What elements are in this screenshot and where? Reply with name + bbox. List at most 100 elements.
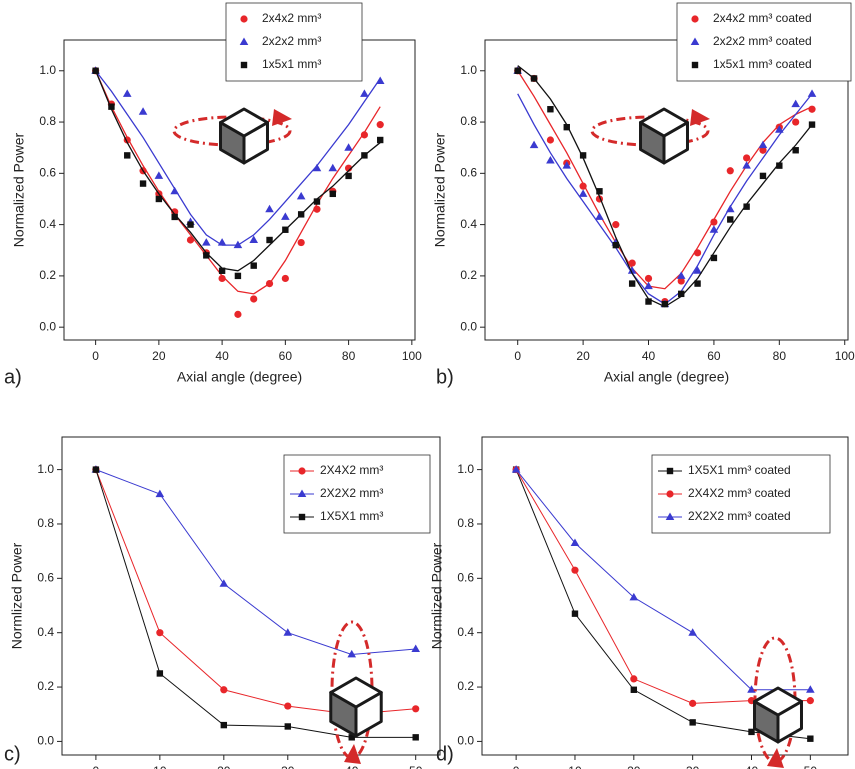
rotation-arrow <box>344 744 361 764</box>
data-point <box>203 252 210 259</box>
data-point <box>217 238 227 246</box>
legend: 1X5X1 mm³ coated 2X4X2 mm³ coated 2X2X2 mm… <box>651 454 831 534</box>
data-point <box>375 76 385 85</box>
panel-letter: b) <box>436 366 454 388</box>
data-point <box>628 259 636 267</box>
data-point <box>725 204 735 213</box>
data-point <box>511 465 521 473</box>
data-point <box>579 182 587 190</box>
rotation-arrow <box>767 748 784 768</box>
y-tick-label: 0.4 <box>37 625 54 639</box>
data-point <box>758 140 768 149</box>
x-tick-label: 50 <box>804 764 818 769</box>
x-tick-label: 0 <box>514 349 521 363</box>
y-tick-label: 0.4 <box>39 217 56 231</box>
y-tick-label: 0.4 <box>457 625 474 639</box>
x-tick-label: 50 <box>409 764 423 769</box>
data-point <box>688 628 697 636</box>
legend-label: 2X4X2 mm³ <box>320 463 383 477</box>
data-point <box>630 675 638 683</box>
x-tick-label: 0 <box>93 764 100 769</box>
data-point <box>546 156 555 164</box>
data-point <box>155 195 163 203</box>
data-point <box>284 702 292 710</box>
data-point <box>329 190 336 198</box>
rotation-arrow <box>272 109 292 126</box>
x-tick-label: 100 <box>835 349 855 363</box>
panel: 0 20 40 60 80 100 0.0 0.2 0.4 0.6 0.8 1.0 Axial angl… <box>432 39 855 388</box>
x-tick-label: 0 <box>513 764 520 769</box>
data-point <box>92 466 100 473</box>
y-axis-label: Normalized Power <box>11 132 27 247</box>
y-tick-label: 0.0 <box>39 319 56 333</box>
data-point <box>92 67 99 74</box>
data-point <box>645 298 652 305</box>
x-tick-label: 80 <box>342 349 356 363</box>
legend-label: 2x4x2 mm³ <box>262 11 321 25</box>
legend-label: 2x2x2 mm³ coated <box>713 34 812 48</box>
data-point <box>266 236 273 244</box>
data-point <box>806 685 815 693</box>
data-point <box>250 262 257 269</box>
data-point <box>595 212 604 220</box>
data-point <box>170 186 179 195</box>
data-point <box>234 310 242 318</box>
data-point <box>218 274 226 283</box>
x-tick-label: 20 <box>627 764 641 769</box>
data-point <box>563 123 570 131</box>
data-point <box>759 146 767 154</box>
x-tick-label: 40 <box>215 349 229 363</box>
data-point <box>570 538 580 546</box>
data-point <box>596 188 603 195</box>
data-point <box>156 629 164 637</box>
x-tick-label: 40 <box>345 764 359 769</box>
y-tick-label: 0.6 <box>457 571 474 585</box>
data-point <box>562 161 572 169</box>
data-point <box>155 489 165 498</box>
legend-symbol <box>240 15 248 23</box>
data-point <box>792 118 800 126</box>
rotation-arrow <box>690 109 710 126</box>
x-axis-label: Axial angle (degree) <box>177 369 302 385</box>
data-point <box>628 280 636 287</box>
data-point <box>514 67 521 74</box>
panel: 0 20 40 60 80 100 0.0 0.2 0.4 0.6 0.8 1.0 Axial angl… <box>4 39 422 388</box>
data-point <box>138 107 148 115</box>
data-point <box>627 266 637 274</box>
data-point <box>644 281 653 290</box>
data-point <box>775 125 784 133</box>
data-point <box>377 136 384 144</box>
x-tick-label: 80 <box>773 349 787 363</box>
data-point <box>139 180 147 187</box>
data-point <box>689 699 697 707</box>
fit-curve <box>95 70 381 272</box>
data-point <box>748 728 755 736</box>
data-point <box>186 236 195 244</box>
data-point <box>678 290 685 298</box>
series-line <box>95 469 416 738</box>
data-point <box>579 152 587 159</box>
data-point <box>344 164 353 172</box>
legend-label: 1x5x1 mm³ coated <box>713 57 812 71</box>
data-point <box>661 300 669 308</box>
data-point <box>726 167 734 175</box>
data-point <box>249 235 259 243</box>
data-point <box>313 198 321 205</box>
data-point <box>312 163 322 172</box>
data-point <box>630 686 638 693</box>
data-point <box>776 162 783 169</box>
data-point <box>677 277 685 285</box>
legend-symbol <box>239 37 249 45</box>
legend-label: 1X5X1 mm³ coated <box>688 463 791 477</box>
plot-frame <box>484 39 849 341</box>
data-point <box>360 89 369 97</box>
data-point <box>578 189 588 197</box>
data-point <box>360 131 369 139</box>
legend-label: 1x5x1 mm³ <box>262 57 321 71</box>
y-tick-label: 1.0 <box>457 462 474 476</box>
data-point <box>693 266 702 274</box>
legend-label: 2X2X2 mm³ coated <box>688 509 791 523</box>
y-tick-label: 0.4 <box>460 217 477 231</box>
plot-frame <box>61 436 441 756</box>
